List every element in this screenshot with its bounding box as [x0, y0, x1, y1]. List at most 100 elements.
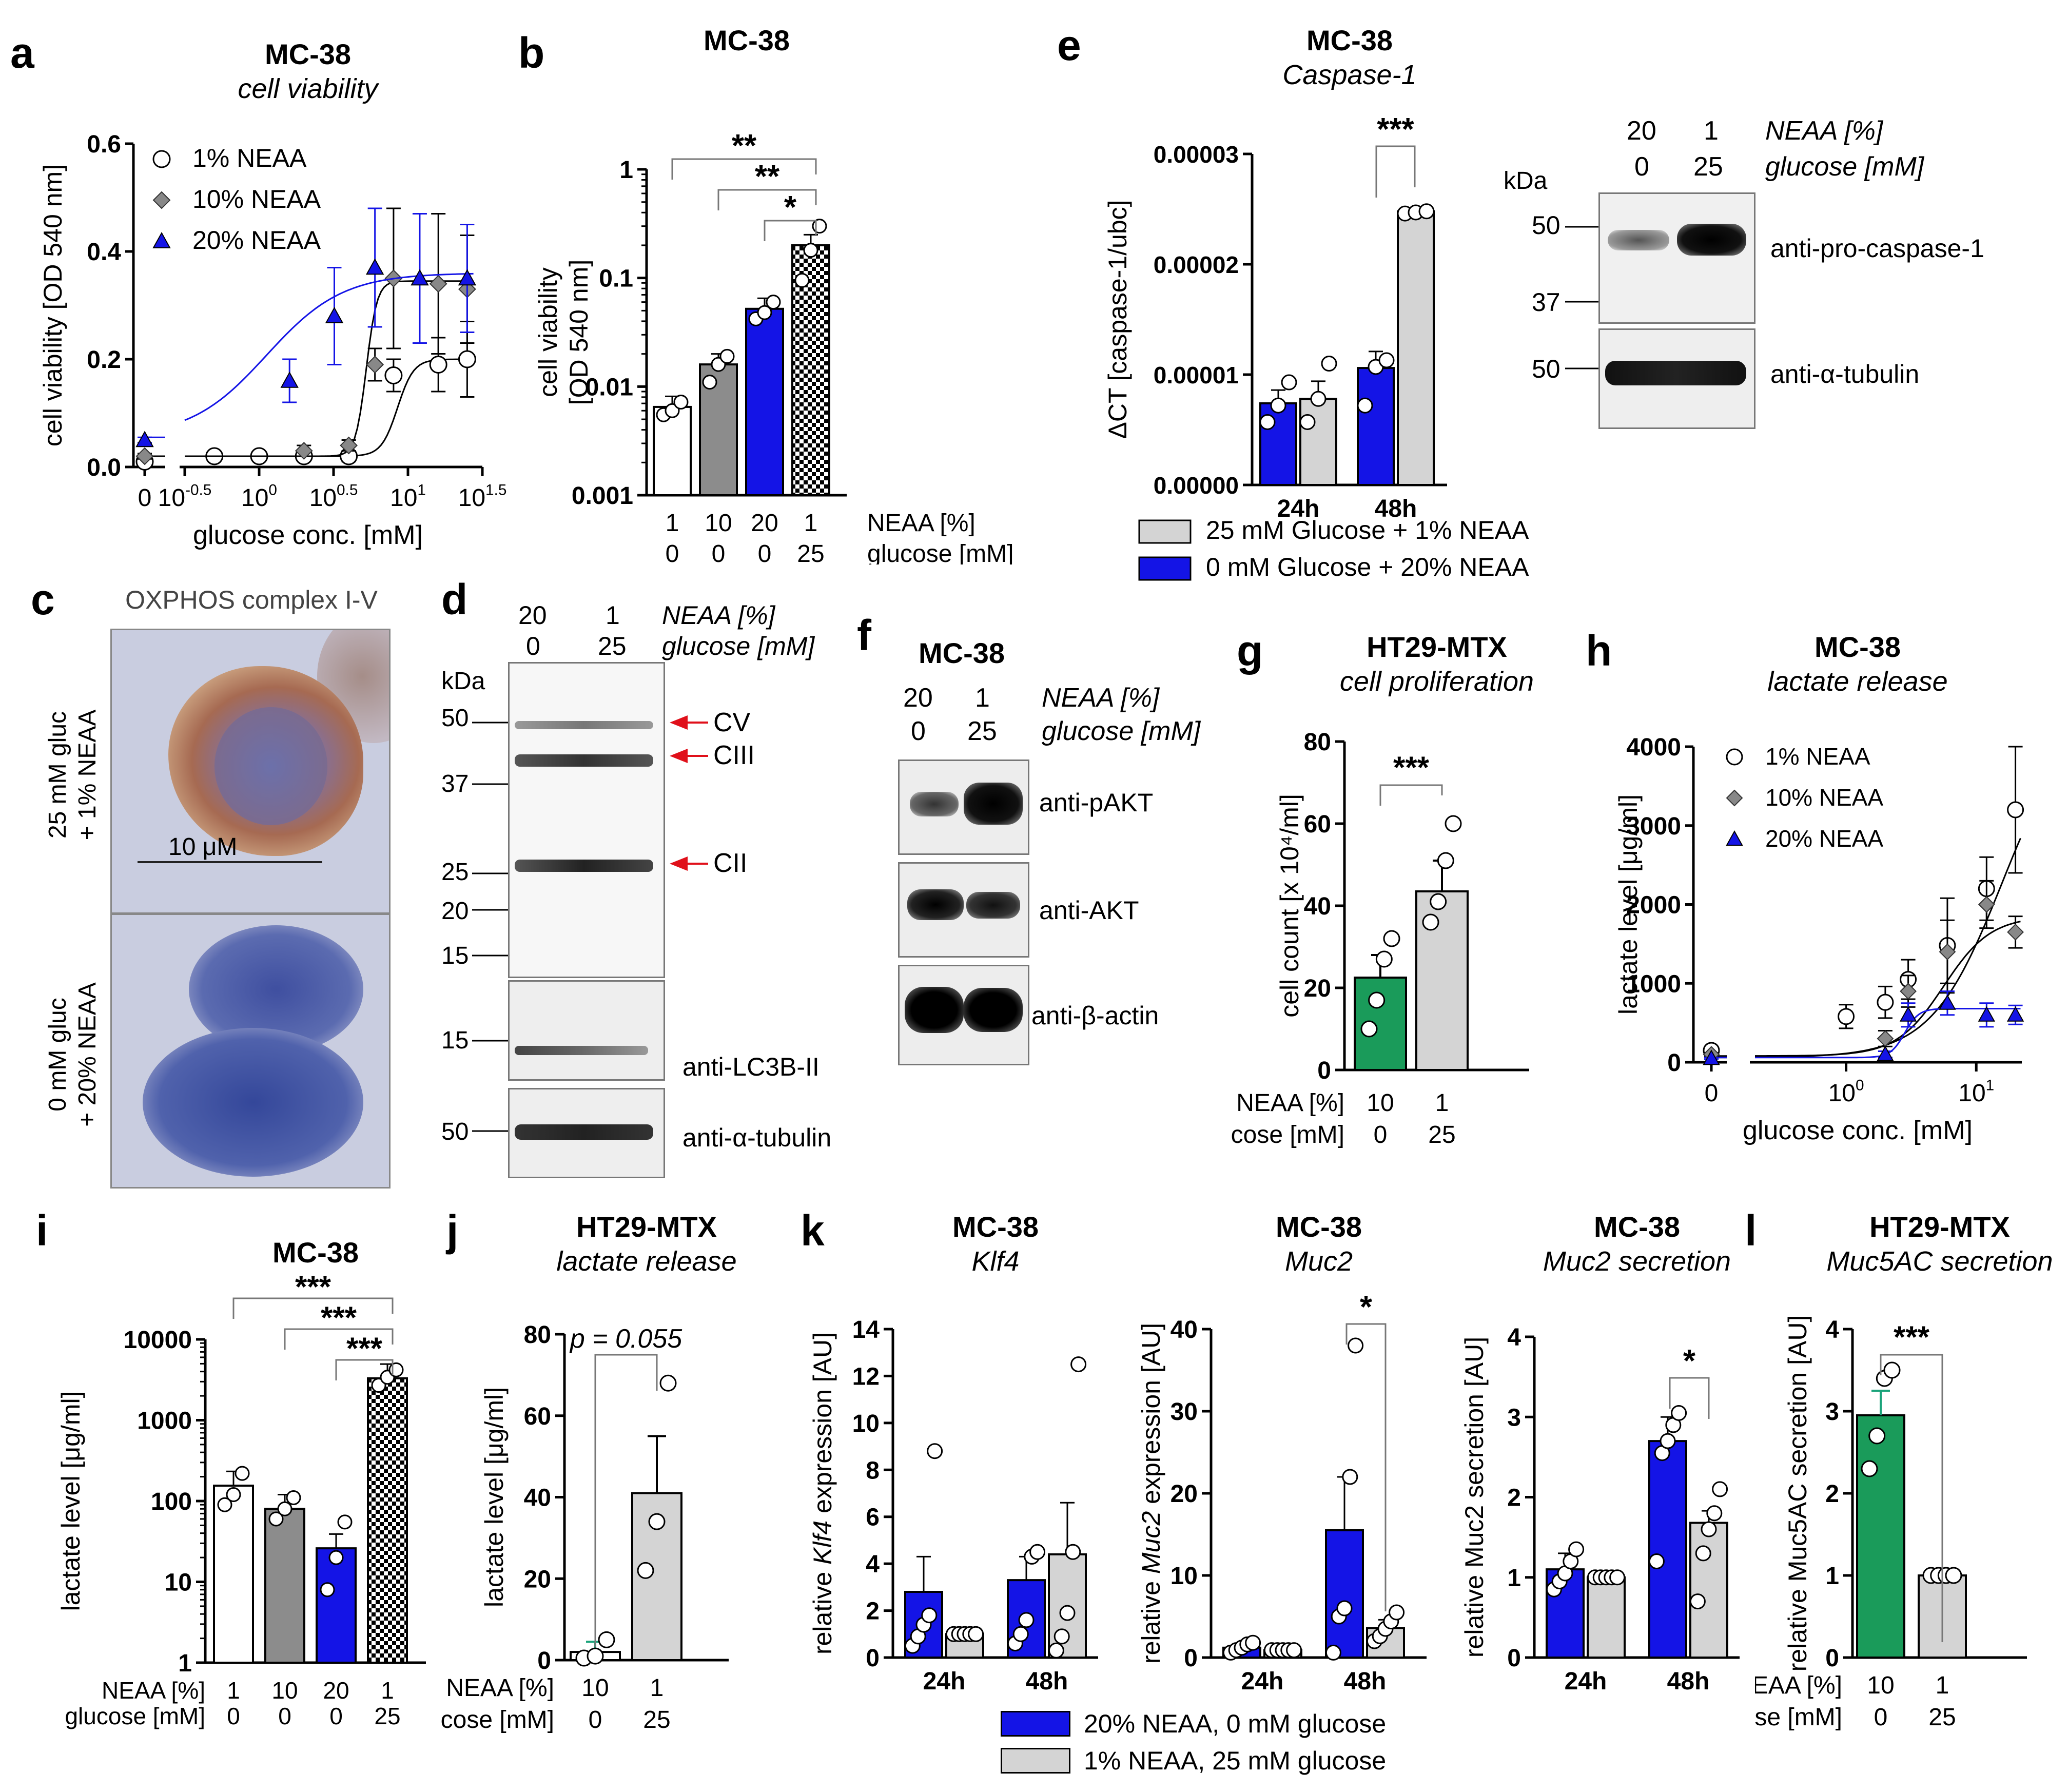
k-legend-label: 20% NEAA, 0 mM glucose [1084, 1709, 1387, 1738]
k3-ytick-label: 1 [1507, 1565, 1521, 1592]
e-subtitle: Caspase-1 [1282, 60, 1416, 90]
e-header-25: 25 [1693, 152, 1723, 182]
i-row2-title: glucose [mM] [65, 1703, 205, 1729]
f-pakt-label: anti-pAKT [1039, 788, 1154, 817]
a-xtick-label: 100.5 [309, 481, 358, 512]
l-row1-label: 10 [1867, 1672, 1894, 1699]
b-ytick-label: 0.001 [572, 482, 633, 510]
a-xtick-label: 100 [241, 481, 277, 512]
k3-point [1660, 1433, 1676, 1449]
k2-bar [1325, 1529, 1364, 1659]
b-ylabel: cell viability [534, 267, 562, 397]
arrow-cii-icon [670, 856, 708, 871]
c-bottom-label-line1: 0 mM gluc [44, 998, 71, 1112]
b-row2-title: glucose [mM] [867, 540, 1013, 564]
k2-ytick-label: 0 [1184, 1645, 1198, 1672]
k2-ytick-label: 20 [1170, 1481, 1198, 1508]
e-xcat: 24h [1277, 495, 1320, 522]
l-ylabel: relative Muc5AC secretion [AU] [1783, 1315, 1812, 1672]
j-ytick-label: 0 [537, 1647, 551, 1674]
i-row2-label: 0 [278, 1703, 291, 1729]
k3-point [1689, 1593, 1706, 1610]
a-point [135, 447, 154, 465]
panel-label-k: k [801, 1206, 825, 1255]
h-point [1877, 1045, 1894, 1061]
a-point [325, 306, 344, 323]
b-row2-label: 0 [712, 540, 726, 564]
panel-label-l: l [1745, 1206, 1757, 1255]
h-point [1939, 994, 1956, 1010]
b-point [673, 395, 689, 410]
k3-sig-label: * [1683, 1343, 1696, 1379]
i-ytick-label: 1000 [137, 1408, 192, 1435]
j-row1-label: 10 [581, 1674, 609, 1702]
e-header-1: 1 [1704, 116, 1719, 146]
e-marker-50: 50 [1532, 211, 1560, 240]
legend-swatch [1001, 1748, 1070, 1774]
a-point [458, 269, 477, 286]
i-ytick-label: 1 [178, 1650, 192, 1677]
d-lc3-label: anti-LC3B-II [682, 1053, 820, 1081]
b-ytick-label: 0.1 [599, 265, 633, 293]
d-header-0: 0 [526, 632, 540, 660]
g-point [1430, 893, 1447, 910]
d-marker-20: 20 [441, 898, 469, 925]
a-point [366, 356, 384, 374]
l-point [1883, 1361, 1901, 1379]
h-title: MC-38 [1815, 631, 1901, 663]
chart-e-caspase1: MC-38 Caspase-1 0.00000 0.00001 0.00002 0.000… [1103, 24, 1529, 581]
l-row2-title: glucose [mM] [1755, 1704, 1842, 1731]
d-marker-ticks [472, 722, 508, 1132]
a-ytick-label: 0.2 [87, 346, 121, 374]
k1-point [968, 1626, 984, 1642]
c-bottom-label: 0 mM gluc + 20% NEAA [41, 919, 108, 1191]
i-bar [367, 1377, 408, 1664]
e-bar [1259, 402, 1297, 486]
i-point [226, 1487, 241, 1503]
i-bar [264, 1508, 305, 1664]
b-row2-label: 0 [758, 540, 772, 564]
f-pakt-blot [898, 759, 1029, 855]
d-header-glucose: glucose [mM] [662, 632, 815, 660]
k-legend-label: 1% NEAA, 25 mM glucose [1084, 1746, 1387, 1775]
h-ytick-label: 4000 [1626, 734, 1681, 761]
l-bar [1856, 1414, 1905, 1659]
a-fit-curve [185, 280, 474, 457]
panel-label-g: g [1237, 627, 1263, 675]
k2-ytick-label: 40 [1170, 1316, 1198, 1343]
a-point [280, 371, 299, 388]
k3-ytick-label: 0 [1507, 1645, 1521, 1672]
k3-point [1648, 1553, 1665, 1569]
k2-point [1325, 1644, 1341, 1661]
f-akt-label: anti-AKT [1039, 896, 1139, 925]
k3-title: MC-38 [1594, 1211, 1680, 1243]
k1-ytick-label: 2 [866, 1598, 880, 1625]
h-point [1899, 1006, 1917, 1022]
panel-label-c: c [31, 575, 55, 624]
j-row1-label: 1 [650, 1674, 664, 1702]
g-row2-title: glucose [mM] [1232, 1121, 1344, 1148]
k3-point [1706, 1505, 1723, 1522]
b-title: MC-38 [704, 24, 790, 56]
d-tub-label: anti-α-tubulin [682, 1123, 832, 1152]
h-ytick-label: 3000 [1626, 813, 1681, 840]
d-tub-marker-50: 50 [441, 1118, 469, 1145]
a-xtick-label: 10-0.5 [158, 481, 212, 512]
e-point [1378, 352, 1395, 368]
k1-ytick-label: 10 [852, 1410, 880, 1437]
a-legend-label: 1% NEAA [192, 144, 307, 172]
k1-point [1059, 1605, 1076, 1621]
g-title: HT29-MTX [1367, 631, 1507, 663]
k1-point [1012, 1626, 1029, 1642]
k2-point [1245, 1634, 1261, 1651]
a-ytick-label: 0.4 [87, 239, 121, 266]
f-header-glucose: glucose [mM] [1042, 716, 1201, 746]
e-point [1259, 414, 1276, 430]
a-point [429, 356, 447, 374]
l-row2-label: 25 [1928, 1704, 1956, 1731]
b-row1-label: 10 [705, 510, 732, 537]
chart-b-cell-viability: MC-38 0.001 0.01 0.1 1 cell viability [OD 540 … [534, 24, 1013, 564]
d-header-neaa: NEAA [%] [662, 601, 775, 630]
